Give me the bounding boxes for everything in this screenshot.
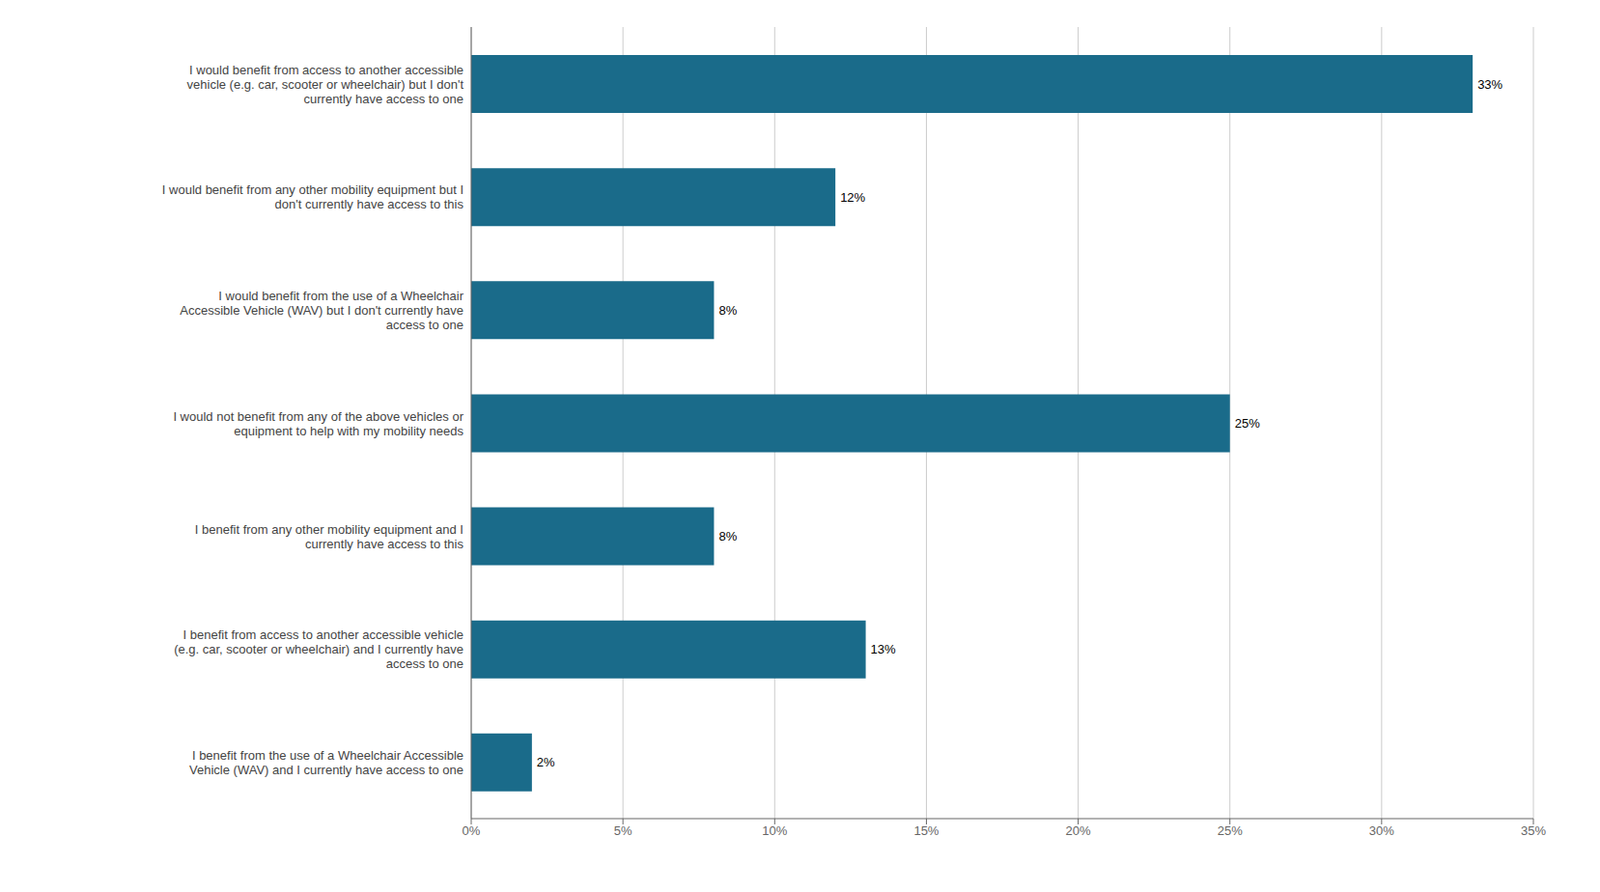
- svg-text:I would benefit from any other: I would benefit from any other mobility …: [162, 182, 465, 212]
- svg-text:I would benefit from access to: I would benefit from access to another a…: [187, 61, 465, 106]
- svg-text:13%: 13%: [870, 642, 897, 657]
- svg-text:20%: 20%: [1066, 823, 1092, 839]
- svg-text:25%: 25%: [1235, 416, 1261, 431]
- svg-text:I benefit from any other mobil: I benefit from any other mobility equipm…: [195, 521, 465, 551]
- svg-text:5%: 5%: [614, 823, 633, 839]
- svg-text:35%: 35%: [1520, 823, 1546, 839]
- svg-text:0%: 0%: [462, 823, 481, 839]
- svg-text:I would benefit from the use o: I would benefit from the use of a Wheelc…: [179, 287, 464, 332]
- svg-text:I benefit from access to anoth: I benefit from access to another accessi…: [173, 627, 464, 672]
- svg-text:10%: 10%: [761, 823, 787, 839]
- svg-text:33%: 33%: [1477, 77, 1503, 92]
- svg-text:2%: 2%: [536, 755, 556, 770]
- svg-text:8%: 8%: [718, 303, 737, 318]
- svg-text:I would not benefit from any o: I would not benefit from any of the abov…: [172, 408, 464, 438]
- svg-text:25%: 25%: [1217, 823, 1243, 839]
- svg-text:15%: 15%: [913, 823, 939, 839]
- svg-text:I benefit from the use of a Wh: I benefit from the use of a Wheelchair A…: [189, 747, 464, 777]
- svg-text:30%: 30%: [1369, 823, 1395, 839]
- svg-text:8%: 8%: [718, 529, 737, 544]
- svg-text:12%: 12%: [840, 190, 866, 205]
